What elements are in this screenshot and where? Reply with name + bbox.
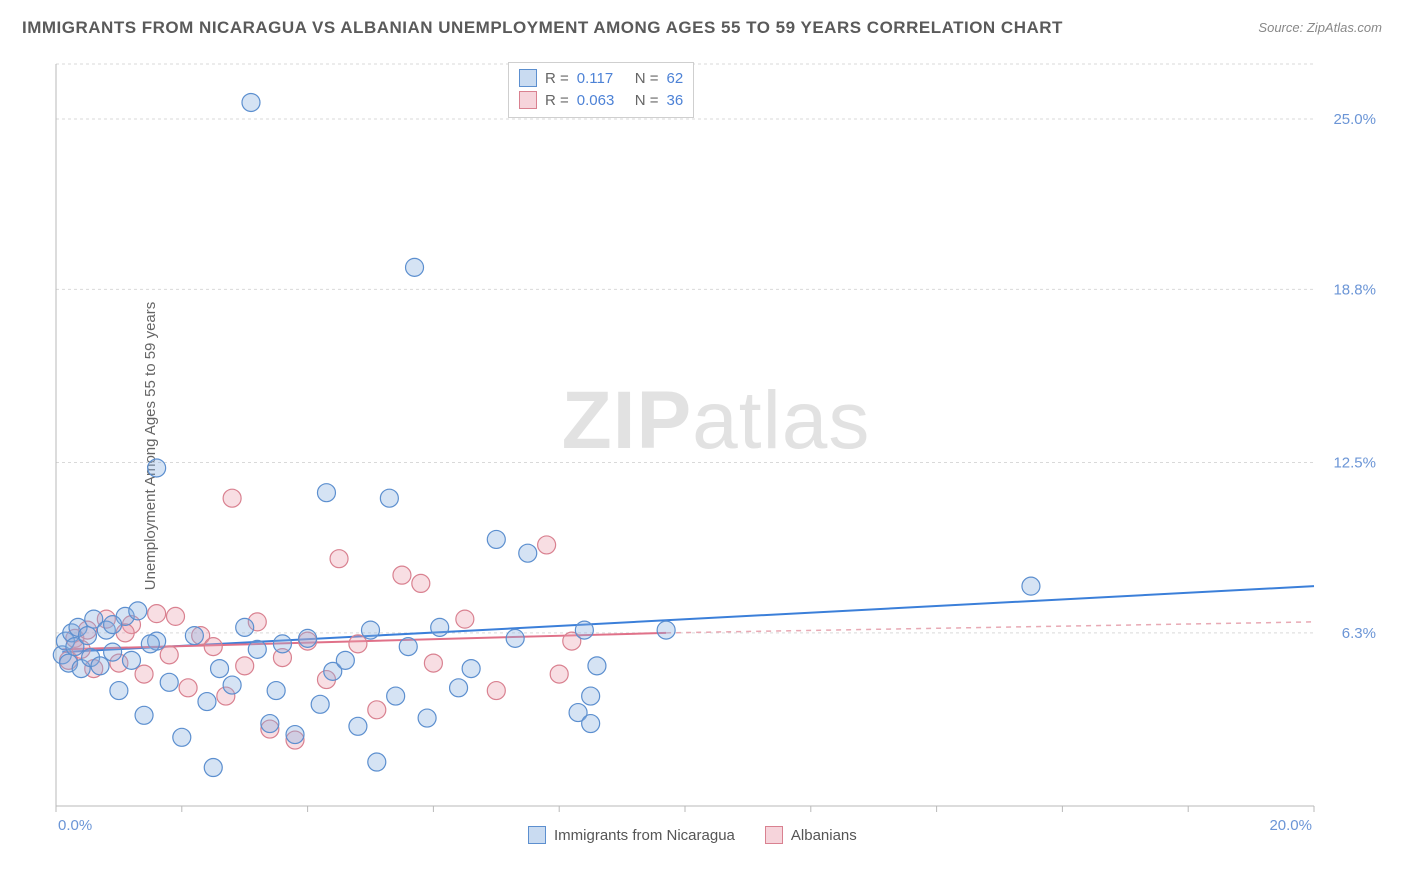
svg-text:6.3%: 6.3% [1342, 625, 1376, 642]
n-label: N = [635, 70, 659, 87]
r-value-blue: 0.117 [577, 70, 627, 87]
n-value-blue: 62 [667, 70, 684, 87]
r-value-pink: 0.063 [577, 92, 627, 109]
legend-item-blue: Immigrants from Nicaragua [528, 826, 735, 844]
svg-text:20.0%: 20.0% [1269, 817, 1312, 834]
n-value-pink: 36 [667, 92, 684, 109]
source-label: Source: [1258, 20, 1303, 35]
r-label: R = [545, 92, 569, 109]
legend-item-pink: Albanians [765, 826, 857, 844]
correlation-legend: R = 0.117 N = 62 R = 0.063 N = 36 [508, 62, 694, 118]
swatch-blue-icon [519, 69, 537, 87]
legend-row-pink: R = 0.063 N = 36 [519, 89, 683, 111]
source-name: ZipAtlas.com [1307, 20, 1382, 35]
chart-svg: 6.3% 12.5% 18.8% 25.0% 0.0% 20.0% [48, 58, 1384, 848]
svg-text:12.5%: 12.5% [1333, 454, 1376, 471]
n-label: N = [635, 92, 659, 109]
swatch-pink-icon [765, 826, 783, 844]
legend-label-blue: Immigrants from Nicaragua [554, 827, 735, 844]
source-attribution: Source: ZipAtlas.com [1258, 20, 1382, 35]
legend-row-blue: R = 0.117 N = 62 [519, 67, 683, 89]
r-label: R = [545, 70, 569, 87]
chart-area: 6.3% 12.5% 18.8% 25.0% 0.0% 20.0% R = 0.117 N… [48, 58, 1384, 848]
svg-text:18.8%: 18.8% [1333, 281, 1376, 298]
svg-text:0.0%: 0.0% [58, 817, 92, 834]
chart-title: IMMIGRANTS FROM NICARAGUA VS ALBANIAN UN… [22, 18, 1063, 38]
swatch-blue-icon [528, 826, 546, 844]
swatch-pink-icon [519, 91, 537, 109]
legend-label-pink: Albanians [791, 827, 857, 844]
svg-text:25.0%: 25.0% [1333, 111, 1376, 128]
series-legend: Immigrants from Nicaragua Albanians [528, 826, 857, 844]
